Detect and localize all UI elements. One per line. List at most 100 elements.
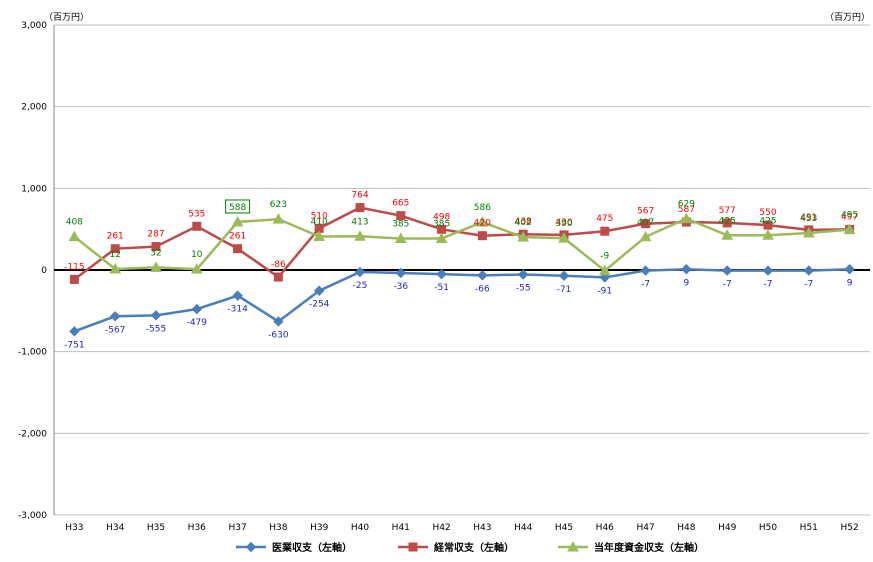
fund-series-point <box>843 223 856 235</box>
ordinary-series-point <box>600 226 610 236</box>
medical-series-data-label: -51 <box>434 283 449 293</box>
fund-series-data-label: 390 <box>555 219 572 229</box>
ordinary-series-data-label: 587 <box>678 205 695 215</box>
fund-series-point <box>721 229 734 240</box>
medical-series <box>69 264 855 337</box>
fund-series-data-label: 410 <box>311 218 328 228</box>
y-tick-label: -2,000 <box>18 429 47 439</box>
fund-series-data-label: 32 <box>150 248 161 258</box>
fund-series-point <box>517 231 530 242</box>
ordinary-series-point <box>641 219 651 229</box>
data-labels: -751 -567 -555 -479 -314 -630 -254 -25 -36 -51 -66… <box>64 191 858 351</box>
fund-series-data-label: 586 <box>474 203 491 213</box>
x-tick-label: H33 <box>65 523 83 533</box>
series-lines <box>68 203 856 337</box>
medical-series-data-label: -7 <box>641 280 650 290</box>
medical-series-point <box>844 264 855 275</box>
medical-series-data-label: -7 <box>804 280 813 290</box>
fund-series-point <box>639 230 652 242</box>
ordinary-series-point <box>151 242 161 252</box>
x-tick-label: H51 <box>800 523 818 533</box>
ordinary-series-data-label: 567 <box>637 207 654 217</box>
ordinary-series-point <box>722 218 732 228</box>
fund-series-line <box>73 217 850 273</box>
ordinary-series-data-label: 535 <box>188 209 205 219</box>
fund-series-data-label: 425 <box>719 216 736 226</box>
fund-series-data-label: 402 <box>515 218 532 228</box>
medical-series-point <box>436 268 447 280</box>
fund-series-point <box>150 261 162 272</box>
x-tick-label: H39 <box>310 523 328 533</box>
medical-series-data-label: -567 <box>105 325 125 335</box>
x-tick-label: H35 <box>147 523 165 533</box>
medical-series-point <box>681 264 692 275</box>
fund-series-data-label: 495 <box>841 211 858 221</box>
ordinary-series-data-label: -86 <box>271 260 286 270</box>
x-tick-label: H37 <box>228 523 246 533</box>
medical-series-point <box>150 310 162 321</box>
ordinary-series-data-label: 577 <box>719 206 736 216</box>
x-tick-label: H38 <box>269 523 287 533</box>
fund-series-point <box>272 213 285 224</box>
medical-series-data-label: -7 <box>764 280 773 290</box>
legend-item: 当年度資金収支（左軸） <box>558 540 704 554</box>
x-tick-label: H44 <box>514 523 532 533</box>
fund-series-data-label: 408 <box>66 218 83 228</box>
legend-label: 当年度資金収支（左軸） <box>594 541 704 554</box>
fund-series-point <box>802 226 815 238</box>
ordinary-series-point <box>355 203 365 213</box>
medical-series-data-label: -254 <box>309 300 330 310</box>
axes: 3,000 2,000 1,000 0 -1,000 -2,000 -3,000 H33 H34… <box>18 21 870 533</box>
x-tick-label: H47 <box>636 523 654 533</box>
legend-swatch-marker <box>408 542 418 552</box>
ordinary-series-point <box>477 231 487 241</box>
medical-series-line <box>73 268 850 333</box>
medical-series-point <box>721 265 733 276</box>
ordinary-series-point <box>233 244 243 254</box>
medical-series-point <box>109 311 121 322</box>
x-tick-label: H41 <box>392 523 410 533</box>
ordinary-series-data-label: 261 <box>107 232 124 242</box>
ordinary-series-data-label: 498 <box>433 212 450 222</box>
ordinary-series-data-label: 764 <box>351 191 368 201</box>
x-tick-label: H43 <box>473 523 491 533</box>
x-tick-label: H40 <box>351 523 369 533</box>
medical-series-point <box>69 326 80 337</box>
x-tick-label: H52 <box>840 523 858 533</box>
legend: 医業収支（左軸） 経常収支（左軸） 当年度資金収支（左軸） <box>236 540 704 554</box>
medical-series-point <box>273 316 284 327</box>
ordinary-series-data-label: 438 <box>515 217 532 227</box>
medical-series-point <box>762 265 774 276</box>
fund-series-data-label: 10 <box>191 250 203 260</box>
y-tick-label: 1,000 <box>21 184 47 194</box>
medical-series-point <box>354 266 366 278</box>
medical-series-point <box>395 267 407 279</box>
fund-series-point <box>435 232 448 244</box>
medical-series-data-label: -55 <box>516 283 531 293</box>
medical-series-point <box>558 270 570 282</box>
fund-series-point <box>231 215 244 227</box>
medical-series-point <box>232 290 243 301</box>
ordinary-series-data-label: 287 <box>147 230 164 240</box>
medical-series-data-label: -314 <box>227 305 248 315</box>
fund-series-point <box>109 262 122 274</box>
x-tick-label: H34 <box>106 523 124 533</box>
y-tick-label: 3,000 <box>21 21 47 31</box>
y-tick-label: -3,000 <box>18 511 47 521</box>
medical-series-data-label: -66 <box>475 284 490 294</box>
y-tick-label: 2,000 <box>21 103 47 113</box>
ordinary-series-data-label: 510 <box>311 211 328 221</box>
fund-series-point <box>762 229 774 240</box>
fund-series-point <box>190 263 203 274</box>
fund-series <box>68 212 856 276</box>
medical-series-data-label: -751 <box>64 340 84 350</box>
fund-series-point <box>680 212 693 224</box>
fund-series-point <box>558 232 570 243</box>
ordinary-series-data-label: -115 <box>64 262 84 272</box>
x-tick-label: H45 <box>555 523 573 533</box>
x-tick-label: H50 <box>759 523 777 533</box>
legend-label: 医業収支（左軸） <box>272 541 352 554</box>
ordinary-series-point <box>273 272 283 282</box>
medical-series-point <box>803 265 815 276</box>
